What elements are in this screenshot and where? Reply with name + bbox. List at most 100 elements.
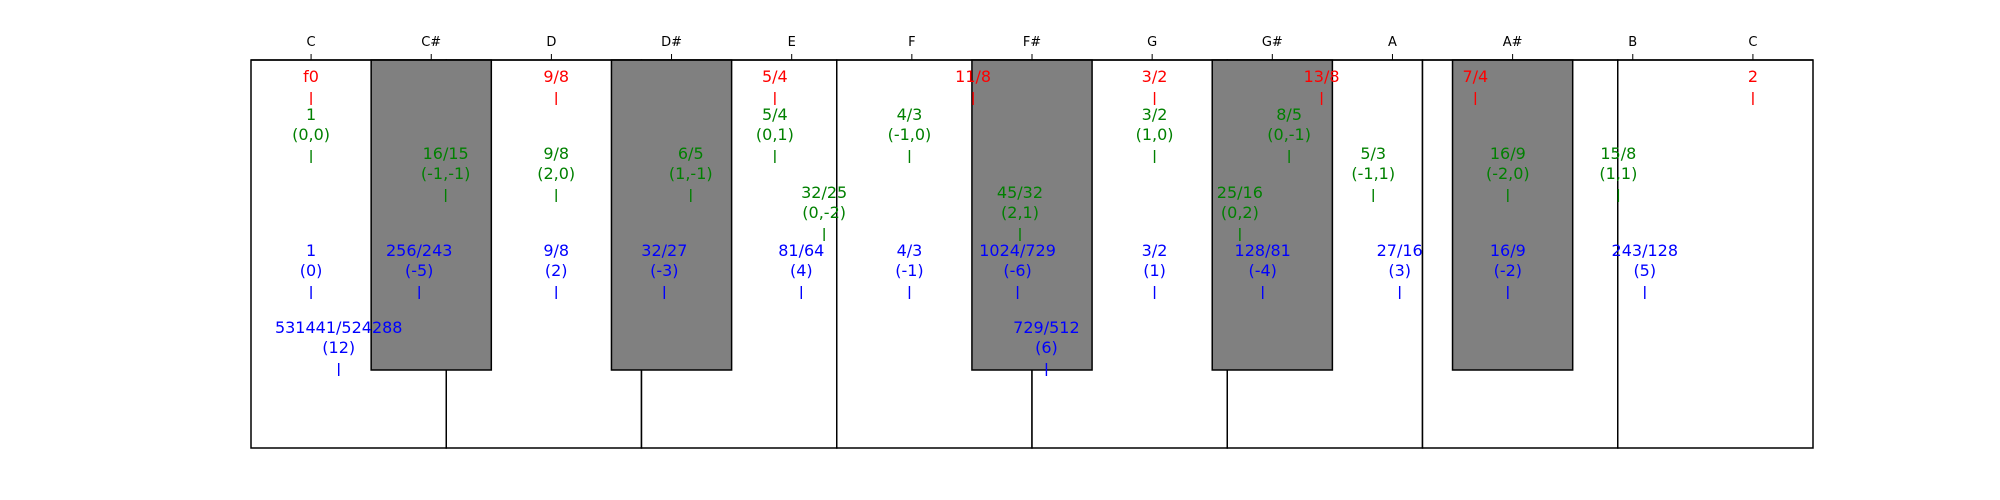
just-label-line: 5/3 [1360, 144, 1386, 163]
just-label-line: (-1,-1) [421, 164, 470, 183]
just-annotation: 1(0,0) [292, 105, 330, 163]
just-label-line: (0,-1) [1267, 125, 1311, 144]
just-label-line: (1,-1) [669, 164, 713, 183]
just-label-line: (2,0) [537, 164, 575, 183]
just-label-line: (0,1) [756, 125, 794, 144]
pythagorean-annotation: 81/64(4) [778, 241, 824, 299]
just-label-line: 5/4 [762, 105, 788, 124]
note-label: C# [421, 35, 441, 50]
pythagorean-label-line: 1 [306, 241, 316, 260]
just-label-line: (-1,0) [888, 125, 932, 144]
just-label-line: (0,0) [292, 125, 330, 144]
pythagorean-annotation: 243/128(5) [1612, 241, 1678, 299]
just-label-line: 25/16 [1217, 183, 1263, 202]
harmonic-label-line: 11/8 [955, 67, 991, 86]
harmonic-annotation: 9/8 [543, 67, 569, 105]
just-annotation: 5/4(0,1) [756, 105, 794, 163]
harmonic-annotation: 5/4 [762, 67, 788, 105]
pythagorean-label-line: (12) [322, 338, 355, 357]
pythagorean-label-line: 128/81 [1235, 241, 1291, 260]
just-annotation: 15/8(1,1) [1599, 144, 1637, 202]
just-label-line: (2,1) [1001, 203, 1039, 222]
harmonic-annotation: 13/8 [1304, 67, 1340, 105]
just-annotation: 8/5(0,-1) [1267, 105, 1311, 163]
note-label: B [1628, 35, 1637, 50]
pythagorean-label-line: (-5) [405, 261, 433, 280]
pythagorean-label-line: 32/27 [641, 241, 687, 260]
pythagorean-annotation: 729/512(6) [1013, 318, 1080, 376]
note-label: A# [1503, 35, 1523, 50]
piano-keys [250, 59, 1814, 449]
just-label-line: 4/3 [897, 105, 923, 124]
just-label-line: 16/15 [423, 144, 469, 163]
black-key-g-sharp [1211, 59, 1334, 371]
just-annotation: 16/15(-1,-1) [421, 144, 470, 202]
just-annotation: 25/16(0,2) [1217, 183, 1263, 241]
note-label: G# [1262, 35, 1283, 50]
note-label: C [307, 35, 316, 50]
pythagorean-label-line: 27/16 [1377, 241, 1423, 260]
harmonic-label-line: 9/8 [543, 67, 569, 86]
harmonic-label-line: 13/8 [1304, 67, 1340, 86]
harmonic-label-line: 7/4 [1462, 67, 1488, 86]
just-label-line: 3/2 [1142, 105, 1168, 124]
just-label-line: 16/9 [1490, 144, 1526, 163]
black-key-d-sharp [610, 59, 733, 371]
harmonic-annotation: 2 [1748, 67, 1758, 105]
just-label-line: (-2,0) [1486, 164, 1530, 183]
pythagorean-label-line: 16/9 [1490, 241, 1526, 260]
just-annotation: 4/3(-1,0) [888, 105, 932, 163]
pythagorean-label-line: (3) [1388, 261, 1411, 280]
pythagorean-annotation: 9/8(2) [543, 241, 569, 299]
harmonic-annotation: 7/4 [1462, 67, 1488, 105]
just-label-line: 6/5 [678, 144, 704, 163]
pythagorean-annotation: 1(0) [300, 241, 323, 299]
pythagorean-label-line: (-6) [1003, 261, 1031, 280]
just-label-line: 45/32 [997, 183, 1043, 202]
just-label-line: (-1,1) [1351, 164, 1395, 183]
pythagorean-annotation: 27/16(3) [1377, 241, 1423, 299]
black-key-f-sharp [971, 59, 1093, 371]
note-label: D# [661, 35, 682, 50]
just-annotation: 45/32(2,1) [997, 183, 1043, 241]
pythagorean-label-line: (-3) [650, 261, 678, 280]
pythagorean-label-line: (5) [1633, 261, 1656, 280]
pythagorean-label-line: (0) [300, 261, 323, 280]
pythagorean-annotation: 128/81(-4) [1235, 241, 1291, 299]
pythagorean-annotation: 4/3(-1) [895, 241, 924, 299]
just-label-line: 15/8 [1600, 144, 1636, 163]
pythagorean-annotation: 16/9(-2) [1490, 241, 1526, 299]
pythagorean-annotation: 531441/524288(12) [275, 318, 402, 376]
note-axis: C C# D D# E F F# G G# A A# B C [251, 35, 1813, 61]
harmonic-annotation: 11/8 [955, 67, 991, 105]
harmonic-label-line: 3/2 [1142, 67, 1168, 86]
harmonic-annotation: f0 [303, 67, 319, 105]
note-label: D [546, 35, 556, 50]
pythagorean-label-line: 1024/729 [979, 241, 1056, 260]
just-annotation: 6/5(1,-1) [669, 144, 713, 202]
just-annotation: 16/9(-2,0) [1486, 144, 1530, 202]
pythagorean-label-line: 81/64 [778, 241, 824, 260]
pythagorean-annotation: 1024/729(-6) [979, 241, 1056, 299]
pythagorean-label-line: 256/243 [386, 241, 452, 260]
just-annotation: 3/2(1,0) [1136, 105, 1174, 163]
just-label-line: 8/5 [1276, 105, 1302, 124]
pythagorean-label-line: (-4) [1248, 261, 1276, 280]
pythagorean-label-line: (4) [790, 261, 813, 280]
pythagorean-annotation: 3/2(1) [1142, 241, 1167, 299]
note-label: G [1147, 35, 1157, 50]
harmonic-annotation: 3/2 [1142, 67, 1168, 105]
just-label-line: (0,2) [1221, 203, 1259, 222]
pythagorean-label-line: 243/128 [1612, 241, 1678, 260]
pythagorean-label-line: (2) [545, 261, 568, 280]
harmonic-label-line: f0 [303, 67, 319, 86]
pythagorean-annotation: 256/243(-5) [386, 241, 452, 299]
pythagorean-label-line: (-1) [895, 261, 923, 280]
just-label-line: (1,1) [1599, 164, 1637, 183]
note-label: E [788, 35, 796, 50]
white-key-c-high [1617, 59, 1814, 449]
pythagorean-label-line: (-2) [1494, 261, 1522, 280]
harmonic-label-line: 5/4 [762, 67, 788, 86]
just-annotation: 9/8(2,0) [537, 144, 575, 202]
